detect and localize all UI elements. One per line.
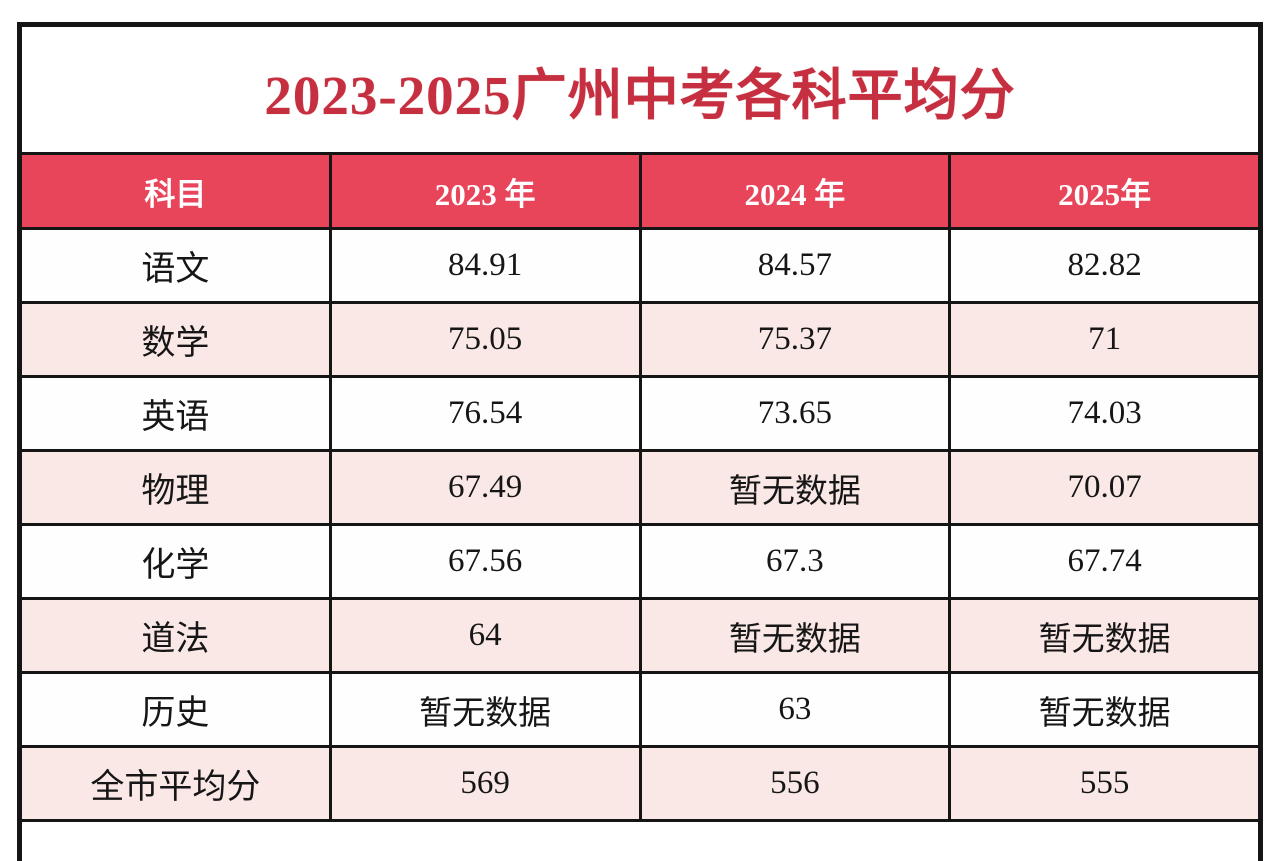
score-cell-2025: 71 (951, 304, 1258, 375)
score-cell-2024: 暂无数据 (641, 452, 949, 523)
score-cell-2023: 76.54 (331, 378, 639, 449)
score-cell-2024: 84.57 (641, 230, 949, 301)
score-cell-2023: 暂无数据 (331, 674, 639, 745)
table-row-history: 历史 暂无数据 63 暂无数据 (22, 674, 1258, 745)
score-cell-2024: 73.65 (641, 378, 949, 449)
subject-cell: 道法 (22, 600, 329, 671)
table-row-morality-law: 道法 64 暂无数据 暂无数据 (22, 600, 1258, 671)
scores-table: 2023-2025广州中考各科平均分 科目 2023 年 2024 年 2025… (17, 22, 1263, 861)
subject-cell: 历史 (22, 674, 329, 745)
table-row-chemistry: 化学 67.56 67.3 67.74 (22, 526, 1258, 597)
score-cell-2023: 84.91 (331, 230, 639, 301)
column-header-subject: 科目 (22, 155, 329, 227)
score-cell-2023: 67.56 (331, 526, 639, 597)
subject-cell: 数学 (22, 304, 329, 375)
score-cell-2025: 74.03 (951, 378, 1258, 449)
table-title-row: 2023-2025广州中考各科平均分 (22, 27, 1258, 152)
score-cell-2024: 67.3 (641, 526, 949, 597)
column-header-2023: 2023 年 (331, 155, 639, 227)
table-footer-empty-row (22, 822, 1258, 861)
score-cell-2025: 82.82 (951, 230, 1258, 301)
table-row-english: 英语 76.54 73.65 74.03 (22, 378, 1258, 449)
subject-cell: 英语 (22, 378, 329, 449)
subject-cell: 语文 (22, 230, 329, 301)
table-row-math: 数学 75.05 75.37 71 (22, 304, 1258, 375)
table-row-physics: 物理 67.49 暂无数据 70.07 (22, 452, 1258, 523)
column-header-2024: 2024 年 (641, 155, 949, 227)
score-cell-2025: 555 (951, 748, 1258, 819)
score-cell-2023: 67.49 (331, 452, 639, 523)
table-header-row: 科目 2023 年 2024 年 2025年 (22, 155, 1258, 227)
table-row-chinese: 语文 84.91 84.57 82.82 (22, 230, 1258, 301)
score-cell-2023: 75.05 (331, 304, 639, 375)
score-cell-2023: 569 (331, 748, 639, 819)
subject-cell: 物理 (22, 452, 329, 523)
score-cell-2025: 67.74 (951, 526, 1258, 597)
score-cell-2023: 64 (331, 600, 639, 671)
column-header-2025: 2025年 (951, 155, 1258, 227)
subject-cell: 化学 (22, 526, 329, 597)
subject-cell: 全市平均分 (22, 748, 329, 819)
page-title: 2023-2025广州中考各科平均分 (264, 64, 1016, 126)
score-cell-2024: 75.37 (641, 304, 949, 375)
score-cell-2025: 暂无数据 (951, 674, 1258, 745)
score-cell-2025: 70.07 (951, 452, 1258, 523)
score-cell-2024: 556 (641, 748, 949, 819)
table-row-city-average: 全市平均分 569 556 555 (22, 748, 1258, 819)
score-cell-2024: 63 (641, 674, 949, 745)
score-cell-2024: 暂无数据 (641, 600, 949, 671)
score-cell-2025: 暂无数据 (951, 600, 1258, 671)
